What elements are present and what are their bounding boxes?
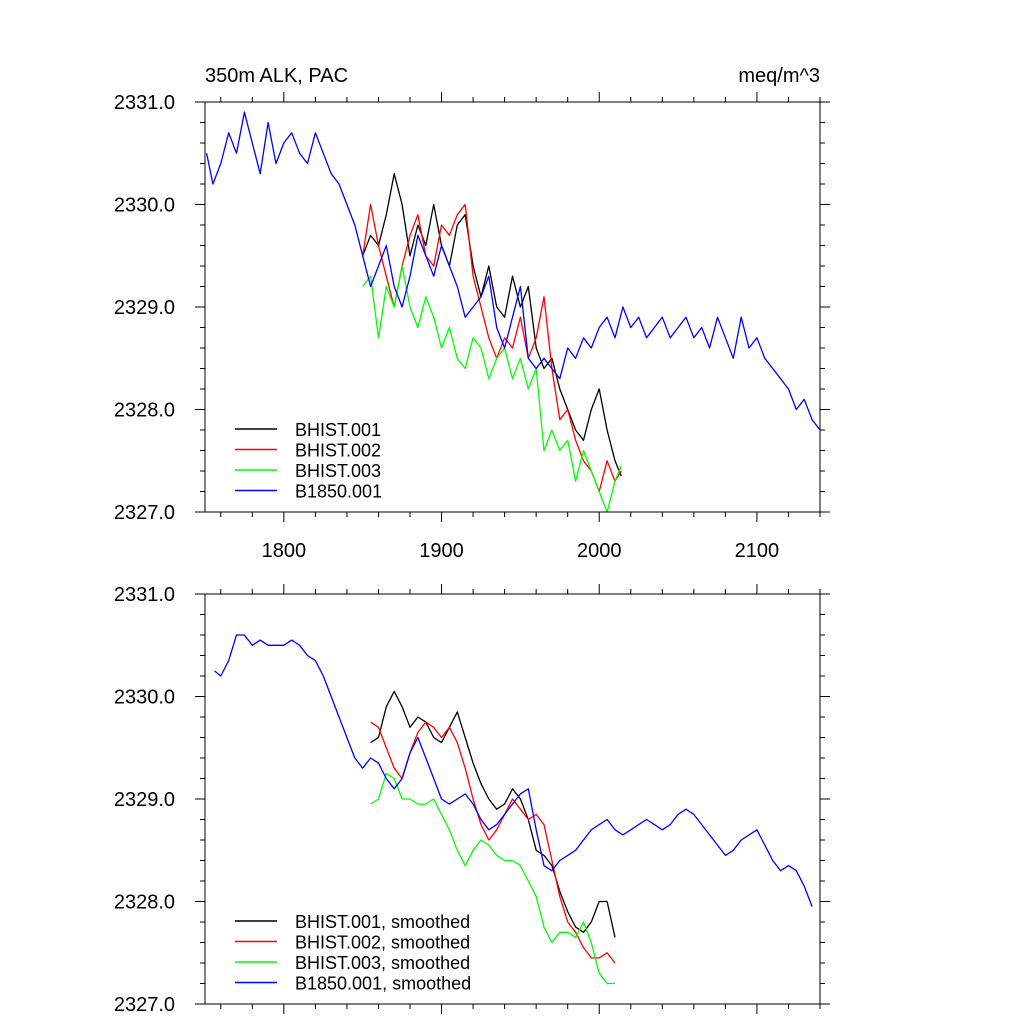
series-line-2 (370, 772, 615, 985)
x-tick-label: 2100 (735, 540, 780, 562)
y-tick-label: 2331.0 (114, 92, 175, 114)
y-tick-label: 2329.0 (114, 789, 175, 811)
x-tick-label: 1900 (419, 540, 464, 562)
y-tick-label: 2329.0 (114, 297, 175, 319)
units-label: meq/m^3 (738, 65, 820, 87)
legend-entry: B1850.001, smoothed (295, 974, 471, 994)
chart-title: 350m ALK, PAC (205, 65, 348, 87)
series-line-0 (370, 690, 616, 938)
series-line-1 (362, 203, 622, 493)
y-tick-label: 2330.0 (114, 687, 175, 709)
series-line-3 (205, 111, 821, 431)
y-tick-label: 2331.0 (114, 584, 175, 606)
legend-entry: BHIST.001 (295, 420, 381, 440)
legend-entry: BHIST.003 (295, 461, 381, 481)
y-tick-label: 2330.0 (114, 195, 175, 217)
x-tick-label: 2000 (577, 540, 622, 562)
y-tick-label: 2328.0 (114, 400, 175, 422)
legend-entry: BHIST.003, smoothed (295, 953, 470, 973)
series-line-3 (214, 634, 813, 907)
y-tick-label: 2328.0 (114, 892, 175, 914)
x-tick-label: 1800 (262, 540, 307, 562)
bottom-panel: 2327.0 2328.0 2329.0 2330.0 2331.0 BHIST.001… (114, 584, 830, 1016)
series-line-2 (362, 265, 622, 513)
y-tick-label: 2327.0 (114, 502, 175, 524)
y-tick-label: 2327.0 (114, 994, 175, 1016)
series-line-0 (362, 173, 622, 477)
legend-entry: BHIST.002, smoothed (295, 933, 470, 953)
legend-entry: BHIST.001, smoothed (295, 912, 470, 932)
legend-entry: BHIST.002 (295, 441, 381, 461)
legend-entry: B1850.001 (295, 482, 382, 502)
top-panel: 350m ALK, PAC meq/m^3 1800 1900 2000 2100 23… (114, 65, 830, 562)
